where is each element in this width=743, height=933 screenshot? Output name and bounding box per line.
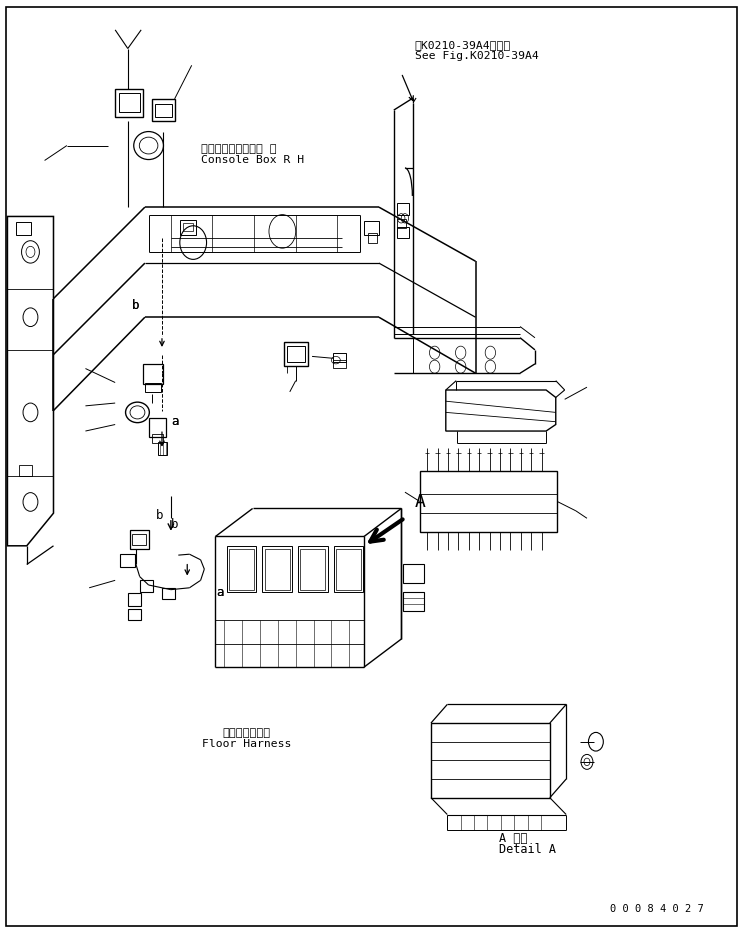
Bar (333, 360, 346, 368)
Text: Console Box R H: Console Box R H (201, 156, 304, 165)
Bar (152, 99, 175, 121)
Text: 0 0 0 8 4 0 2 7: 0 0 0 8 4 0 2 7 (610, 904, 704, 913)
Text: Floor Harness: Floor Harness (202, 739, 291, 748)
Text: 第K0210-39A4図参照: 第K0210-39A4図参照 (415, 40, 511, 49)
Text: b: b (171, 518, 178, 531)
Bar (397, 203, 409, 215)
Bar (145, 383, 161, 392)
Bar (334, 546, 363, 592)
Text: See Fig.K0210-39A4: See Fig.K0210-39A4 (415, 51, 539, 61)
Text: Detail A: Detail A (499, 842, 557, 856)
Text: b: b (132, 299, 140, 312)
Bar (143, 364, 163, 384)
Text: b: b (132, 299, 140, 312)
Text: A: A (415, 493, 426, 511)
Bar (284, 342, 308, 366)
Bar (262, 546, 292, 592)
Bar (333, 353, 346, 362)
Bar (119, 93, 140, 112)
Bar (336, 549, 361, 590)
Text: a: a (216, 586, 224, 599)
Bar (16, 222, 31, 235)
Bar (265, 549, 290, 590)
Bar (140, 580, 153, 592)
Text: a: a (171, 415, 178, 428)
Bar (120, 554, 135, 567)
Bar (152, 434, 163, 443)
Bar (19, 465, 32, 476)
Bar (420, 471, 557, 532)
Bar (298, 546, 328, 592)
Text: a: a (171, 415, 178, 428)
Bar (130, 530, 149, 549)
Bar (180, 220, 196, 235)
Bar (128, 609, 141, 620)
Bar (300, 549, 325, 590)
Bar (155, 104, 172, 117)
Bar (158, 442, 167, 455)
Bar (403, 592, 424, 611)
Bar (368, 233, 377, 243)
Bar (229, 549, 254, 590)
Bar (115, 89, 143, 117)
Text: a: a (216, 586, 224, 599)
Text: コンソールボックス 右: コンソールボックス 右 (201, 145, 276, 154)
Bar (364, 221, 379, 235)
Text: フロアハーネス: フロアハーネス (223, 729, 270, 738)
Bar (397, 219, 406, 228)
Bar (227, 546, 256, 592)
Text: A 詳細: A 詳細 (499, 832, 528, 845)
Bar (287, 346, 305, 362)
Bar (403, 564, 424, 583)
Text: b: b (156, 508, 163, 522)
Bar (162, 588, 175, 599)
Bar (397, 227, 409, 238)
Bar (431, 723, 550, 798)
Bar (128, 593, 141, 606)
Bar (149, 418, 166, 437)
Bar (183, 223, 193, 231)
Bar (132, 534, 146, 545)
